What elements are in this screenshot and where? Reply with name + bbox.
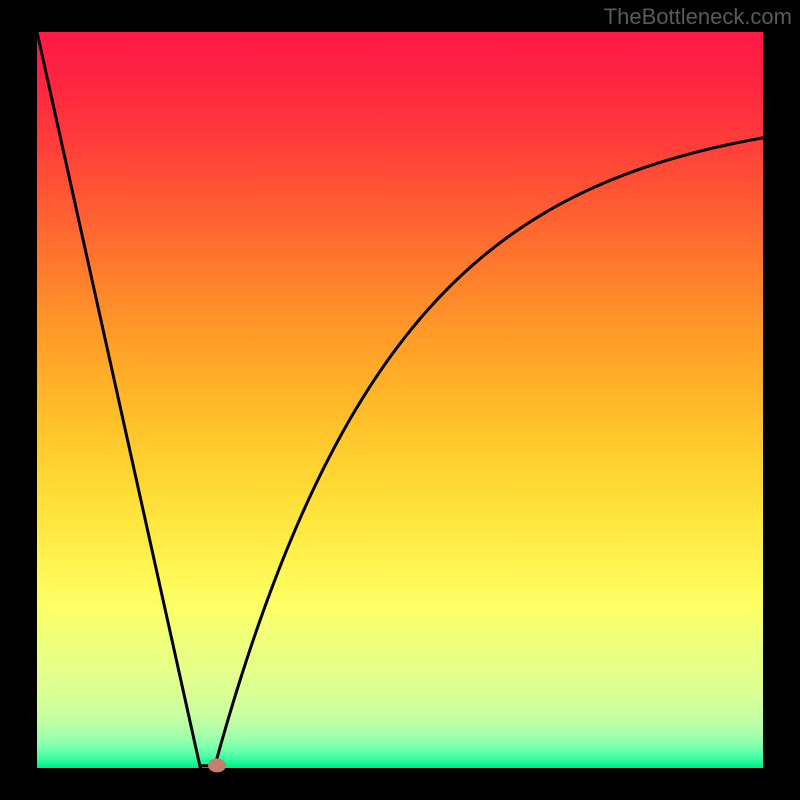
watermark-text: TheBottleneck.com: [604, 4, 792, 30]
optimal-point-marker: [208, 758, 226, 772]
chart-background: [37, 32, 763, 768]
chart-container: TheBottleneck.com: [0, 0, 800, 800]
bottleneck-chart: [0, 0, 800, 800]
